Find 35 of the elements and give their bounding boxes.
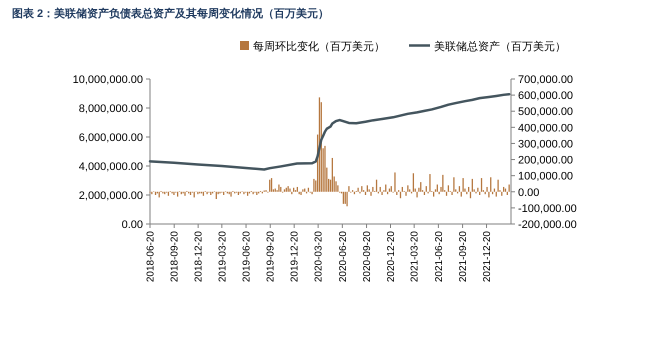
x-tick-label: 2019-09-20 <box>266 230 277 282</box>
y-tick-label: 10,000,000.00 <box>72 74 143 86</box>
x-tick-label: 2019-06-20 <box>242 230 253 282</box>
x-tick-label: 2020-06-20 <box>338 230 349 282</box>
y2-tick-label: 600,000.00 <box>518 90 574 102</box>
line-series <box>148 92 510 171</box>
y2-tick-label: 200,000.00 <box>518 154 574 167</box>
x-tick-label: 2018-06-20 <box>146 230 156 282</box>
x-tick-label: 2021-06-20 <box>434 230 445 282</box>
y2-tick-label: 300,000.00 <box>518 138 574 150</box>
y2-tick-label: 500,000.00 <box>518 106 574 118</box>
x-tick-label: 2020-09-20 <box>362 230 374 282</box>
x-tick-label: 2020-12-20 <box>386 230 397 282</box>
x-tick-label: 2018-09-20 <box>170 230 181 282</box>
x-tick-label: 2021-03-20 <box>410 230 421 282</box>
y-tick-label: 0.00 <box>122 219 143 231</box>
legend-label: 每周环比变化（百万美元） <box>253 40 385 53</box>
x-tick-label: 2018-12-20 <box>194 230 205 282</box>
y2-tick-label: 100,000.00 <box>518 170 574 183</box>
x-tick-label: 2021-09-20 <box>458 230 470 282</box>
x-tick-label: 2019-03-20 <box>217 230 228 282</box>
y-tick-label: 2,000,000.00 <box>78 190 143 202</box>
y2-tick-label: 700,000.00 <box>518 74 574 86</box>
y2-tick-label: -100,000.00 <box>518 202 577 215</box>
x-tick-label: 2019-12-20 <box>290 230 301 282</box>
y2-tick-label: 400,000.00 <box>518 122 574 134</box>
chart-title: 图表 2：美联储资产负债表总资产及其每周变化情况（百万美元） <box>12 7 330 20</box>
y-tick-label: 8,000,000.00 <box>78 103 143 115</box>
x-tick-label: 2020-03-20 <box>314 230 325 282</box>
y-tick-label: 4,000,000.00 <box>78 161 143 173</box>
y-tick-label: 6,000,000.00 <box>78 132 143 144</box>
y2-tick-label: 0.00 <box>518 186 540 199</box>
y2-tick-label: -200,000.00 <box>518 219 577 231</box>
legend-label: 美联储总资产（百万美元） <box>434 40 566 53</box>
x-tick-label: 2021-12-20 <box>482 230 494 282</box>
